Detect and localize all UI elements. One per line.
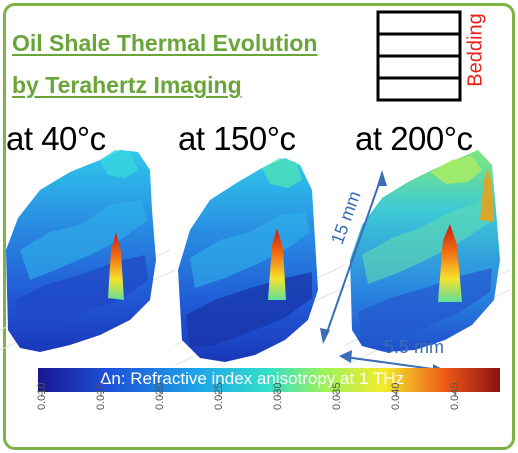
colorbar-tick: 0.035 — [331, 382, 343, 410]
surface-40c — [6, 150, 156, 352]
colorbar-tick: 0.045 — [449, 382, 461, 410]
temperature-label: at 200°c — [355, 120, 473, 157]
colorbar — [38, 368, 500, 392]
temperature-label: at 150°c — [178, 120, 296, 157]
colorbar-tick: 0.040 — [390, 382, 402, 410]
surface-200c — [350, 150, 500, 352]
colorbar-tick: 0.010 — [36, 382, 48, 410]
bedding-diagram — [376, 10, 462, 102]
title-line-1: Oil Shale Thermal Evolution — [12, 30, 318, 56]
width-dimension-label: 5.5 mm — [384, 337, 445, 357]
colorbar-tick: 0.030 — [272, 382, 284, 410]
colorbar-ticks — [41, 392, 456, 397]
surface-150c — [178, 158, 318, 362]
temperature-label: at 40°c — [6, 120, 106, 157]
colorbar-tick: 0.025 — [213, 382, 225, 410]
colorbar-label: Δn: Refractive index anisotropy at 1 THz — [100, 369, 404, 388]
colorbar-tick: 0.020 — [154, 382, 166, 410]
colorbar-tick: 0.015 — [95, 382, 107, 410]
title-line-2: by Terahertz Imaging — [12, 72, 242, 98]
bedding-label: Bedding — [464, 13, 487, 87]
